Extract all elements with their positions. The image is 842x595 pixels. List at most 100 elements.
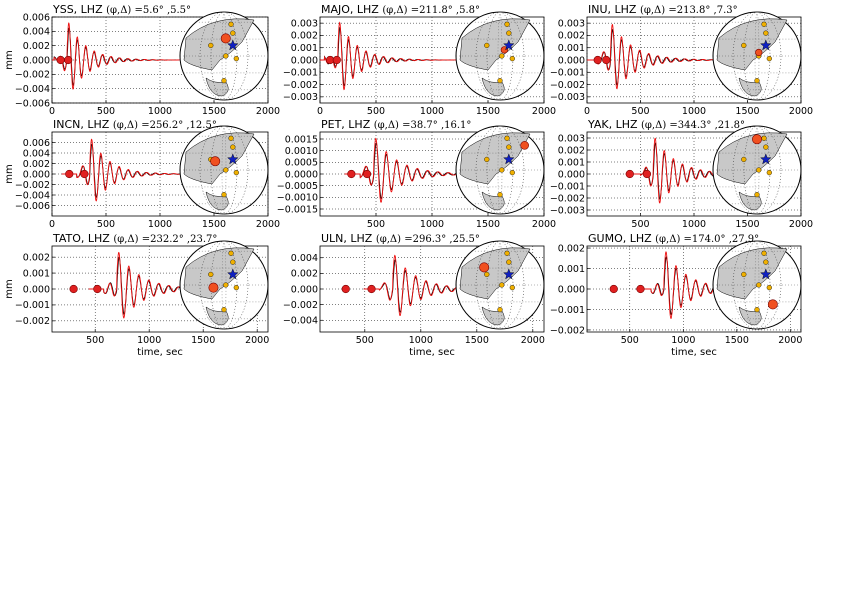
y-tick-label: −0.002 — [283, 80, 318, 91]
title-station: INU, LHZ — [588, 3, 640, 16]
x-tick-label: 1000 — [148, 106, 172, 117]
y-tick-label: 0.000 — [291, 55, 318, 66]
y-tick-label: 0.002 — [23, 252, 50, 263]
y-tick-label: −0.006 — [15, 201, 50, 212]
phase-marker — [625, 169, 634, 179]
y-axis-label: mm — [4, 50, 15, 69]
y-tick-label: 0.000 — [558, 284, 585, 295]
epicenter-star-icon — [760, 268, 772, 280]
title-station: ULN, LHZ — [321, 232, 376, 245]
x-tick-label: 500 — [367, 106, 385, 117]
continent-shape — [716, 132, 788, 185]
y-tick-label: 0.002 — [291, 31, 318, 42]
y-tick-label: −0.002 — [550, 80, 585, 91]
x-tick-label: 1500 — [202, 219, 226, 230]
target-station-dot — [220, 33, 231, 44]
y-tick-label: −0.002 — [550, 325, 585, 336]
station-dot — [763, 30, 769, 36]
y-tick-label: −0.002 — [283, 300, 318, 311]
station-dot — [484, 42, 490, 49]
station-dot — [504, 21, 510, 27]
panel-title: YAK, LHZ (φ,Δ) =344.3° ,21.8° — [587, 118, 745, 131]
y-axis-label: mm — [4, 279, 15, 298]
epicenter-star-icon — [227, 153, 239, 165]
station-dot — [741, 271, 747, 278]
x-tick-label: 1000 — [148, 219, 172, 230]
x-tick-label: 1000 — [409, 335, 433, 346]
title-azimuth-distance: (φ,Δ) =344.3° ,21.8° — [641, 120, 745, 131]
station-dot — [763, 259, 769, 265]
epicenter-star-icon — [227, 268, 239, 280]
y-tick-label: −0.003 — [283, 92, 318, 103]
station-dot — [499, 167, 505, 173]
y-tick-label: −0.004 — [15, 190, 50, 201]
location-globe — [712, 240, 802, 330]
y-tick-label: 0.002 — [23, 159, 50, 170]
phase-marker — [69, 284, 78, 294]
panel-title: ULN, LHZ (φ,Δ) =296.3° ,25.5° — [321, 232, 480, 245]
station-dot — [499, 282, 505, 288]
y-tick-label: −0.001 — [550, 68, 585, 79]
station-dot — [228, 135, 234, 141]
x-tick-label: 0 — [49, 219, 55, 230]
y-tick-label: 0.002 — [558, 31, 585, 42]
y-tick-label: 0.006 — [23, 12, 50, 23]
station-dot — [506, 259, 512, 265]
y-tick-label: 0.003 — [558, 18, 585, 29]
x-tick-label: 500 — [97, 219, 115, 230]
continent-shape — [459, 247, 531, 300]
synthetic-trace — [52, 22, 193, 90]
continent-shape — [183, 18, 255, 71]
epicenter-star-icon — [760, 153, 772, 165]
x-tick-label: 500 — [631, 106, 649, 117]
station-dot — [761, 250, 767, 256]
continent-shape — [183, 247, 255, 300]
synthetic-trace — [363, 254, 472, 317]
station-dot — [741, 42, 747, 49]
y-axis-label: mm — [4, 164, 15, 183]
continent-shape — [459, 132, 531, 185]
x-tick-label: 1500 — [725, 335, 749, 346]
phase-marker — [602, 55, 611, 65]
synthetic-trace — [344, 137, 478, 203]
title-azimuth-distance: (φ,Δ) =5.6° ,5.5° — [106, 5, 191, 16]
title-station: YSS, LHZ — [52, 3, 106, 16]
y-tick-label: −0.002 — [15, 180, 50, 191]
phase-marker — [65, 169, 74, 179]
title-station: GUMO, LHZ — [588, 232, 655, 245]
y-tick-label: −0.0015 — [277, 204, 318, 215]
station-dot — [761, 135, 767, 141]
epicenter-star-icon — [760, 39, 772, 51]
y-tick-label: −0.006 — [15, 98, 50, 109]
station-dot — [509, 170, 515, 176]
panel-title: TATO, LHZ (φ,Δ) =232.2° ,23.7° — [52, 232, 217, 245]
x-tick-label: 500 — [631, 219, 649, 230]
station-dot — [208, 271, 214, 278]
phase-marker — [347, 169, 356, 179]
station-dot — [233, 285, 239, 291]
x-tick-label: 2000 — [256, 219, 280, 230]
x-tick-label: 1500 — [476, 219, 500, 230]
x-tick-label: 500 — [97, 106, 115, 117]
phase-marker — [593, 55, 602, 65]
x-tick-label: 1000 — [682, 106, 706, 117]
station-dot — [497, 307, 503, 313]
target-station-dot — [520, 141, 529, 150]
title-azimuth-distance: (φ,Δ) =296.3° ,25.5° — [376, 234, 480, 245]
x-axis-label: time, sec — [409, 347, 455, 358]
location-globe — [179, 11, 269, 101]
station-dot — [223, 53, 229, 59]
station-dot — [756, 167, 762, 173]
epicenter-star-icon — [227, 39, 239, 51]
y-tick-label: 0.002 — [558, 243, 585, 254]
y-tick-label: 0.000 — [558, 55, 585, 66]
station-dot — [504, 135, 510, 141]
epicenter-star-icon — [503, 153, 515, 165]
title-station: MAJO, LHZ — [321, 3, 382, 16]
station-dot — [221, 307, 227, 313]
station-dot — [766, 285, 772, 291]
x-tick-label: 500 — [367, 219, 385, 230]
station-dot — [233, 170, 239, 176]
